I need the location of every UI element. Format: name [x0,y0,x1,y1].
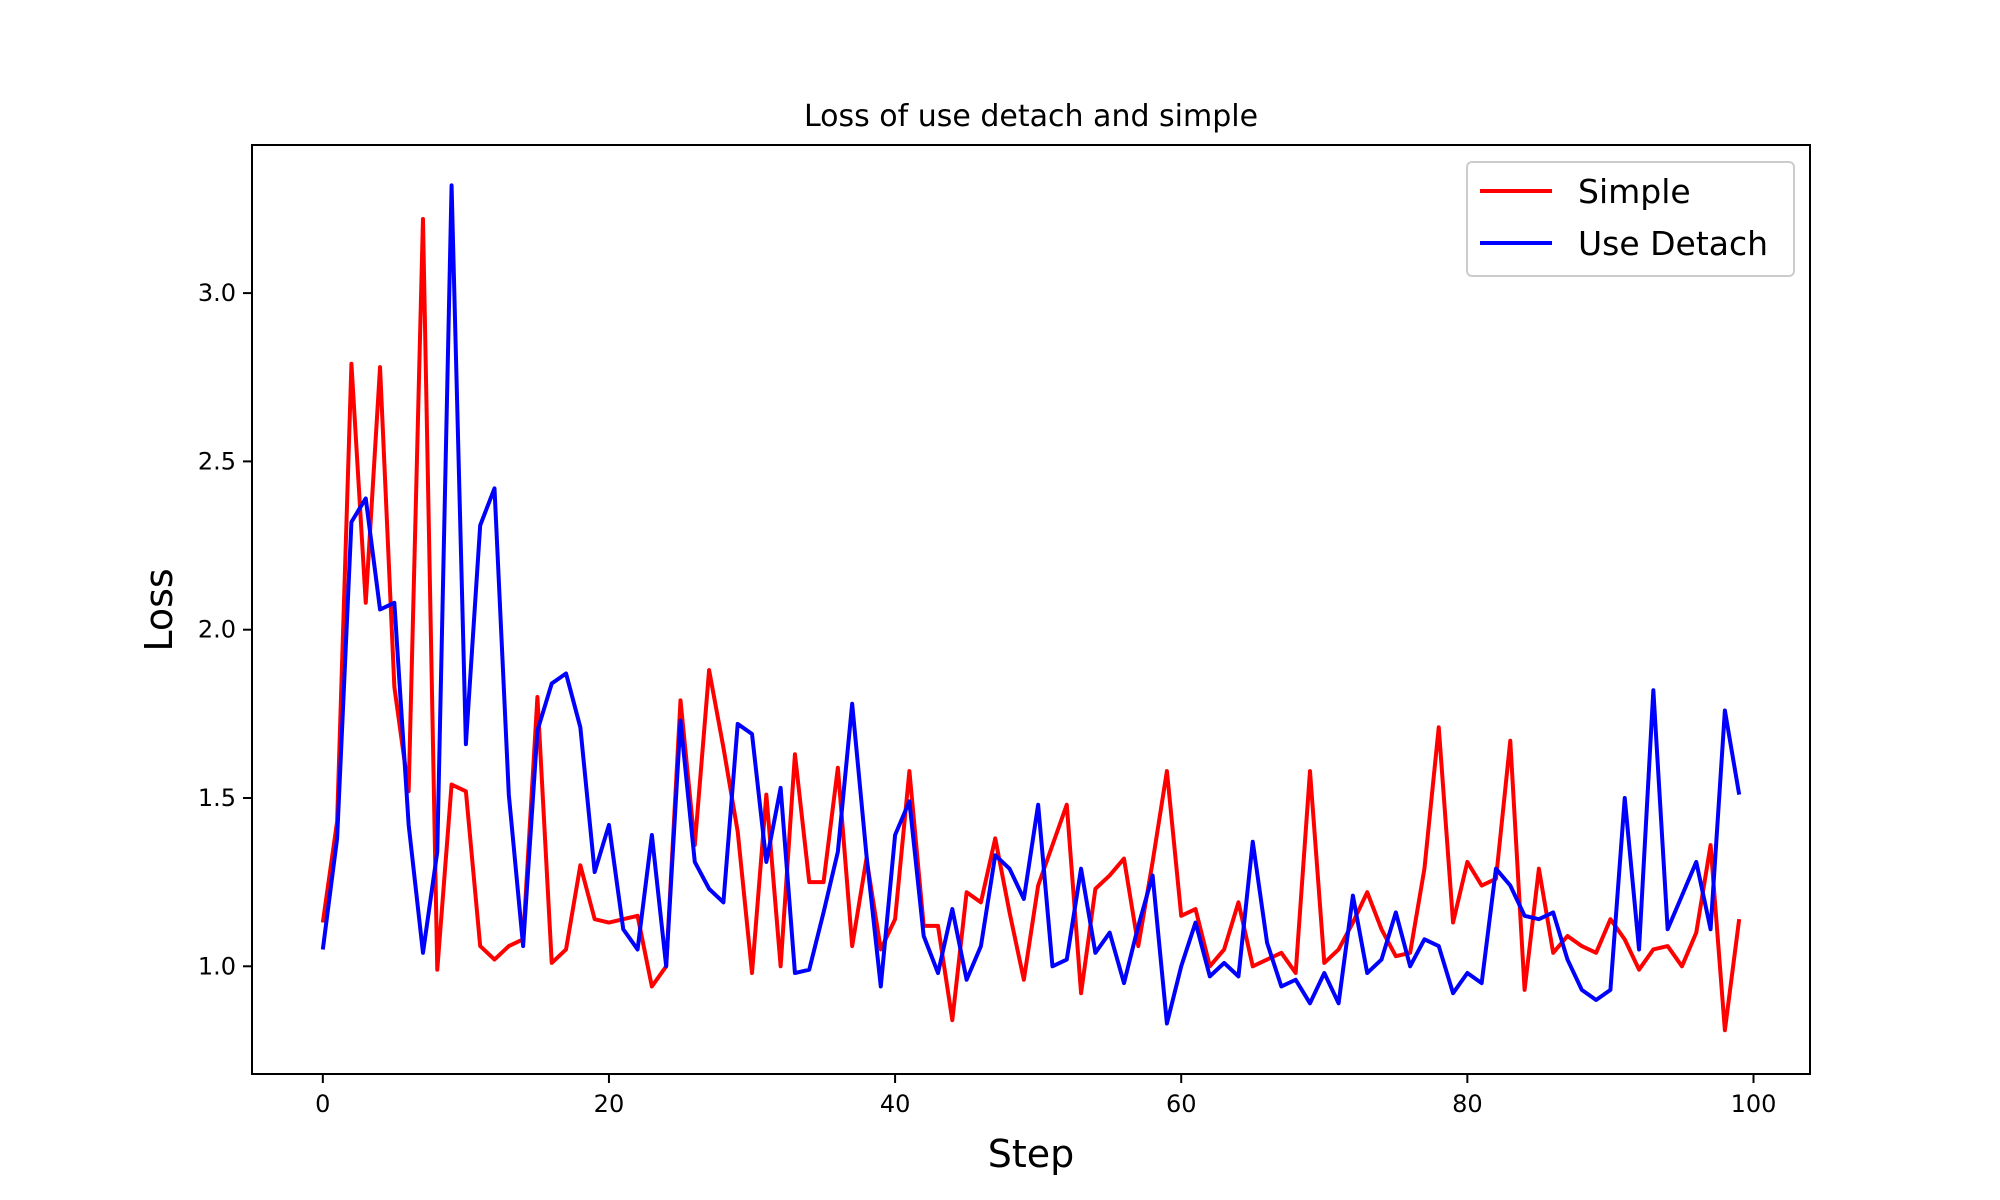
legend: Simple Use Detach [1466,161,1795,277]
x-tick-label: 60 [1166,1090,1197,1118]
series-line-simple [320,217,1742,1033]
x-tick-label: 0 [315,1090,330,1118]
y-axis-title: Loss [137,568,181,651]
y-tick-label: 2.0 [198,616,236,644]
x-tick-label: 100 [1731,1090,1777,1118]
legend-label-simple: Simple [1578,172,1691,211]
x-tick-label: 40 [880,1090,911,1118]
legend-label-use-detach: Use Detach [1578,224,1768,263]
x-tick-label: 80 [1452,1090,1483,1118]
x-axis-title: Step [988,1132,1075,1176]
chart-title: Loss of use detach and simple [804,99,1258,134]
series-layer [320,183,1742,1033]
y-tick-label: 3.0 [198,279,236,307]
y-tick-label: 1.5 [198,784,236,812]
y-axis-ticks: 1.0 1.5 2.0 2.5 3.0 [198,279,252,980]
y-tick-label: 1.0 [198,952,236,980]
plot-frame [251,144,1811,1075]
x-axis-ticks: 0 20 40 60 80 100 [315,1074,1776,1118]
x-tick-label: 20 [594,1090,625,1118]
y-tick-label: 2.5 [198,447,236,475]
series-line-use-detach [320,183,1742,1026]
